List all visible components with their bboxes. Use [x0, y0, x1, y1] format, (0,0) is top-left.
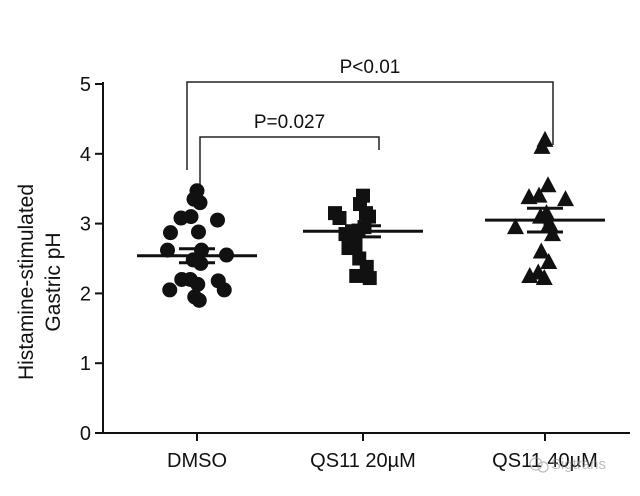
triangle-point: [533, 137, 551, 154]
p-value-label: P<0.01: [340, 57, 401, 78]
circle-point: [192, 195, 208, 211]
triangle-point: [535, 269, 553, 286]
circle-point: [191, 292, 207, 308]
circle-point: [174, 271, 190, 287]
x-tick-label: QS11 40µM: [492, 450, 598, 472]
square-point: [349, 268, 364, 283]
square-point: [362, 271, 377, 286]
circle-point: [216, 282, 232, 298]
y-tick-label: 2: [80, 283, 91, 305]
wechat-icon-bubble: [537, 461, 549, 473]
triangle-point: [521, 266, 539, 283]
triangle-point: [539, 176, 557, 193]
circle-point: [191, 224, 206, 240]
mean-sem-bars: [137, 206, 605, 265]
square-point: [341, 241, 356, 256]
y-axis-label-line1: Histamine-stimulated: [15, 184, 38, 380]
watermark: Sigtrans: [529, 456, 606, 473]
y-tick-label: 4: [80, 144, 91, 166]
p-value-label: P=0.027: [254, 112, 325, 133]
y-tick-label: 3: [80, 214, 91, 236]
circle-point: [190, 276, 206, 292]
y-tick-label: 0: [80, 423, 91, 445]
circle-point: [163, 225, 178, 241]
circle-point: [210, 212, 225, 228]
triangle-point: [530, 186, 548, 203]
triangle-point: [532, 242, 550, 259]
watermark-text: Sigtrans: [551, 456, 606, 473]
x-tick-label: DMSO: [167, 450, 227, 472]
y-axis-label-line2: Gastric pH: [42, 232, 65, 331]
wechat-icon: [529, 457, 543, 471]
circle-point: [162, 282, 178, 298]
y-tick-label: 1: [80, 353, 91, 375]
square-point: [332, 211, 347, 226]
triangle-point: [507, 218, 524, 235]
significance-bracket: [186, 81, 554, 170]
triangle-point: [540, 252, 558, 269]
triangle-point: [520, 188, 538, 205]
circle-point: [160, 242, 175, 258]
circle-point: [173, 210, 189, 226]
significance-bracket: [199, 136, 380, 188]
significance-brackets: P=0.027 P<0.01: [186, 57, 554, 188]
y-tick-label: 5: [80, 74, 91, 96]
triangle-point: [557, 190, 574, 207]
x-tick-label: QS11 20µM: [310, 450, 416, 472]
axes: 0 1 2 3 4 5 DMSO QS11 20µM QS11 40µM: [80, 74, 630, 472]
